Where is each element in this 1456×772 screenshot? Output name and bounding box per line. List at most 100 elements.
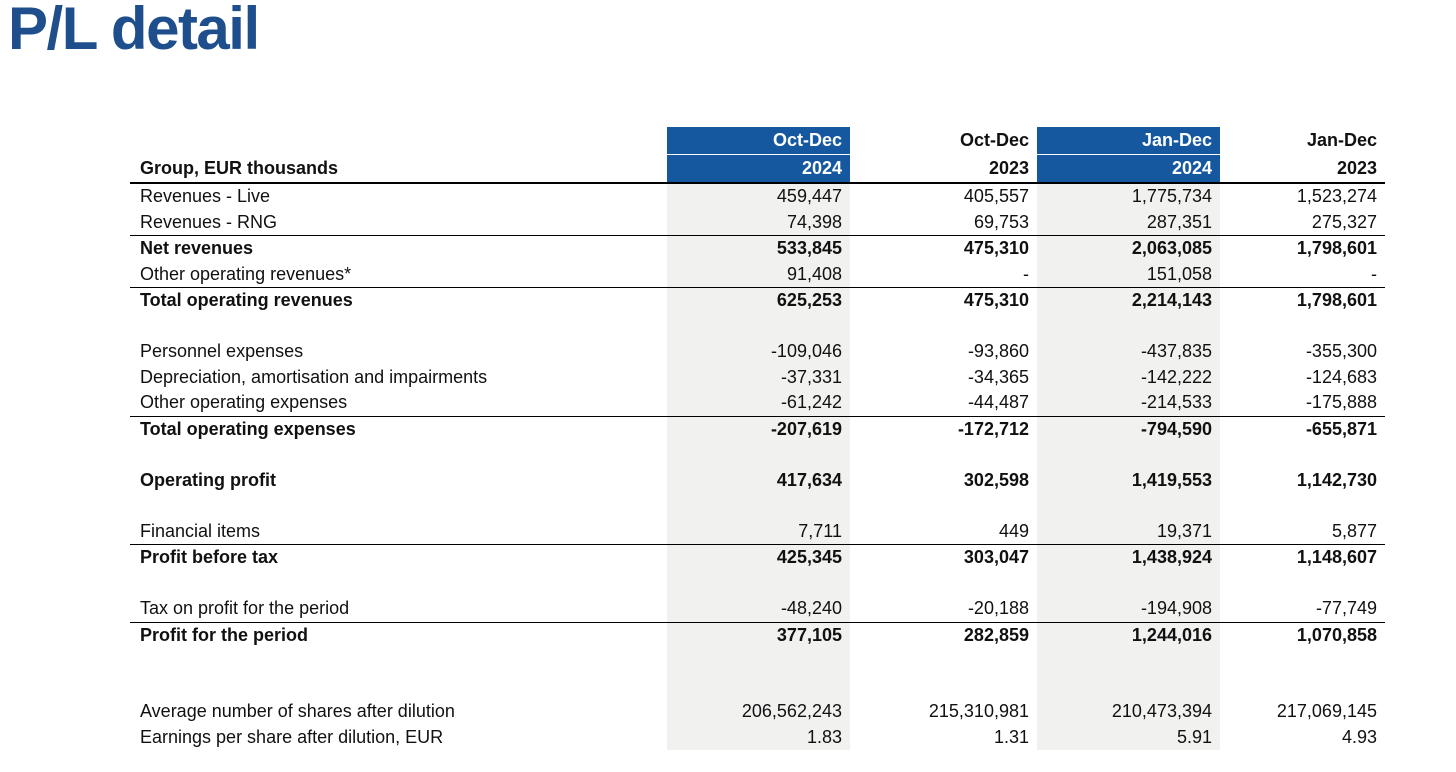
cell-value: 425,345	[667, 544, 850, 571]
cell-value: 1,244,016	[1037, 622, 1220, 648]
table-row: Other operating expenses -61,242 -44,487 -2…	[130, 390, 1385, 417]
cell-value: 5.91	[1037, 724, 1220, 750]
cell-value: -20,188	[850, 596, 1037, 623]
cell-value: 74,398	[667, 209, 850, 236]
cell-value: -172,712	[957, 418, 1029, 439]
cell-value: 1,419,553	[1037, 467, 1220, 493]
row-label: Depreciation, amortisation and impairmen…	[140, 366, 488, 387]
cell-value: -61,242	[667, 390, 850, 417]
table-row: Revenues - Live 459,447 405,557 1,775,734 1,…	[130, 183, 1385, 210]
cell-value: -44,487	[850, 390, 1037, 417]
cell-value: -207,619	[667, 416, 850, 442]
cell-value: 4.93	[1341, 726, 1377, 747]
cell-value: -655,871	[1305, 418, 1377, 439]
table-row: Net revenues 533,845 475,310 2,063,085 1,798…	[130, 235, 1385, 262]
row-label: Profit before tax	[140, 547, 279, 567]
header-row-year: Group, EUR thousands 2024 2023 2024 2023	[130, 154, 1385, 184]
cell-value: -194,908	[1037, 596, 1220, 623]
cell-value: -	[850, 261, 1037, 288]
table-row: Revenues - RNG 74,398 69,753 287,351 275,327	[130, 209, 1385, 236]
col-header-oct-dec-2023-period: Oct-Dec	[959, 130, 1029, 151]
cell-value: 215,310,981	[928, 701, 1029, 721]
cell-value: 2,063,085	[1037, 235, 1220, 262]
cell-value: -77,749	[1220, 596, 1385, 623]
pl-table: Oct-Dec Oct-Dec Jan-Dec Jan-Dec Group, E…	[130, 127, 1385, 750]
cell-value: 1.31	[993, 726, 1029, 747]
cell-value: 405,557	[963, 186, 1029, 206]
col-header-oct-dec-2024-year: 2024	[667, 154, 850, 184]
cell-value: -794,590	[1037, 416, 1220, 442]
cell-value: -142,222	[1037, 364, 1220, 390]
table-row: Personnel expenses -109,046 -93,860 -437,83…	[130, 339, 1385, 365]
cell-value: 2,214,143	[1037, 287, 1220, 314]
cell-value: 19,371	[1037, 518, 1220, 545]
table-row: Profit for the period 377,105 282,859 1,244…	[130, 622, 1385, 648]
cell-value: -124,683	[1305, 366, 1377, 387]
row-label: Total operating expenses	[140, 418, 356, 439]
cell-value: 69,753	[850, 209, 1037, 236]
table-row: Tax on profit for the period -48,240 -20,1…	[130, 596, 1385, 623]
col-header-oct-dec-2023-year: 2023	[850, 154, 1037, 184]
col-header-jan-dec-2024-period: Jan-Dec	[1037, 127, 1220, 155]
table-row: Depreciation, amortisation and impairmen…	[130, 364, 1385, 390]
cell-value: 475,310	[963, 290, 1029, 310]
cell-value: 1,070,858	[1296, 624, 1377, 645]
cell-value: 1,142,730	[1296, 469, 1377, 490]
cell-value: 275,327	[1220, 209, 1385, 236]
row-label: Financial items	[130, 518, 667, 545]
cell-value: 1,798,601	[1296, 238, 1377, 258]
row-label: Revenues - RNG	[130, 209, 667, 236]
cell-value: 1,775,734	[1037, 183, 1220, 210]
col-header-jan-dec-2024-year: 2024	[1037, 154, 1220, 184]
row-label: Profit for the period	[140, 624, 308, 645]
header-row-period: Oct-Dec Oct-Dec Jan-Dec Jan-Dec	[130, 127, 1385, 155]
cell-value: -109,046	[667, 339, 850, 365]
row-label: Revenues - Live	[140, 186, 271, 206]
cell-value: 287,351	[1037, 209, 1220, 236]
spacer-row	[130, 493, 1385, 519]
cell-value: -355,300	[1305, 341, 1377, 361]
cell-value: 1,523,274	[1296, 186, 1377, 206]
cell-value: 377,105	[667, 622, 850, 648]
pl-table-body: Revenues - Live 459,447 405,557 1,775,734 1,…	[130, 183, 1385, 750]
corner-spacer	[130, 127, 667, 155]
row-label: Other operating expenses	[130, 390, 667, 417]
cell-value: 417,634	[667, 467, 850, 493]
table-row: Profit before tax 425,345 303,047 1,438,924…	[130, 544, 1385, 571]
row-label: Earnings per share after dilution, EUR	[140, 726, 444, 747]
corner-header-group-eur-thousands: Group, EUR thousands	[130, 154, 667, 184]
cell-value: 449	[850, 518, 1037, 545]
col-header-oct-dec-2024-period: Oct-Dec	[667, 127, 850, 155]
row-label: Operating profit	[140, 469, 276, 490]
col-header-jan-dec-2023-year: 2023	[1220, 154, 1385, 184]
cell-value: 1,798,601	[1296, 290, 1377, 310]
row-label: Other operating revenues*	[130, 261, 667, 288]
cell-value: 282,859	[963, 624, 1029, 645]
row-label: Net revenues	[140, 238, 254, 258]
spacer-row	[130, 648, 1385, 674]
cell-value: 217,069,145	[1276, 701, 1377, 721]
cell-value: -	[1220, 261, 1385, 288]
cell-value: 459,447	[667, 183, 850, 210]
cell-value: 5,877	[1220, 518, 1385, 545]
cell-value: 206,562,243	[667, 699, 850, 725]
cell-value: -175,888	[1220, 390, 1385, 417]
cell-value: 210,473,394	[1037, 699, 1220, 725]
table-row: Total operating revenues 625,253 475,310 2,…	[130, 287, 1385, 314]
row-label: Tax on profit for the period	[130, 596, 667, 623]
cell-value: 303,047	[963, 547, 1029, 567]
cell-value: 1,438,924	[1037, 544, 1220, 571]
col-header-jan-dec-2023-period: Jan-Dec	[1306, 130, 1377, 151]
page-title: P/L detail	[8, 0, 260, 62]
table-row: Average number of shares after dilution 2…	[130, 699, 1385, 725]
cell-value: -214,533	[1037, 390, 1220, 417]
cell-value: 1.83	[667, 724, 850, 750]
spacer-row	[130, 442, 1385, 468]
row-label: Personnel expenses	[140, 341, 304, 361]
cell-value: 302,598	[963, 469, 1029, 490]
spacer-row	[130, 570, 1385, 596]
spacer-row	[130, 313, 1385, 339]
cell-value: 1,148,607	[1296, 547, 1377, 567]
cell-value: -48,240	[667, 596, 850, 623]
spacer-row	[130, 673, 1385, 699]
